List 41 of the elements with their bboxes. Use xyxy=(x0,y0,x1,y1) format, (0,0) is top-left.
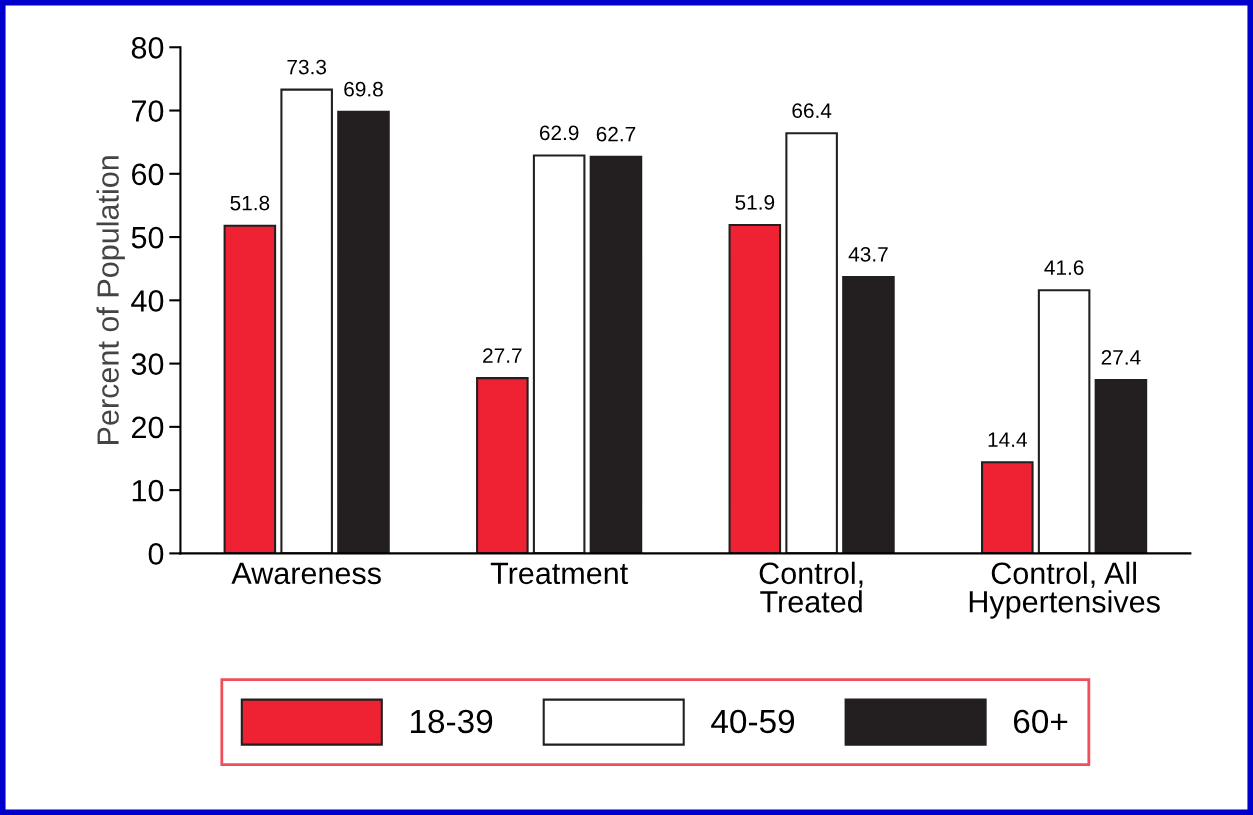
bar xyxy=(476,377,529,554)
bar xyxy=(280,88,333,554)
legend-label: 40-59 xyxy=(711,709,795,734)
data-label: 62.9 xyxy=(539,125,579,141)
bar xyxy=(1094,379,1148,554)
y-tick-label: 20 xyxy=(132,416,164,439)
y-tick-label: 30 xyxy=(131,353,164,375)
bar xyxy=(223,224,277,554)
data-label: 27.7 xyxy=(483,348,522,363)
y-tick-label: 50 xyxy=(131,226,164,249)
y-tick-label: 40 xyxy=(131,290,164,312)
y-tick-label: 10 xyxy=(132,479,164,502)
y-tick-label: 70 xyxy=(132,100,164,122)
data-label: 51.9 xyxy=(735,195,775,210)
data-label: 41.6 xyxy=(1044,260,1084,275)
data-label: 73.3 xyxy=(287,59,327,75)
bar xyxy=(842,275,895,554)
data-label: 51.8 xyxy=(230,195,270,211)
data-label: 69.8 xyxy=(344,81,383,97)
bar xyxy=(728,224,782,554)
data-label: 66.4 xyxy=(792,103,832,119)
y-tick-label: 0 xyxy=(148,543,164,565)
data-label: 27.4 xyxy=(1101,350,1141,365)
y-tick-label: 60 xyxy=(132,163,164,186)
bar xyxy=(981,461,1034,554)
data-label: 14.4 xyxy=(988,432,1027,447)
legend-label: 60+ xyxy=(1013,709,1068,734)
x-tick-label: Control, Treated xyxy=(759,561,863,613)
x-tick-label: Control, All Hypertensives xyxy=(969,561,1160,619)
x-tick-label: Awareness xyxy=(231,562,381,585)
data-label: 43.7 xyxy=(848,246,888,262)
bar xyxy=(337,110,390,554)
bar xyxy=(785,132,838,554)
bar xyxy=(589,155,643,554)
bar xyxy=(1037,289,1091,554)
y-axis-title: Percent of Population xyxy=(96,156,125,444)
bar xyxy=(532,154,586,554)
x-tick-label: Treatment xyxy=(490,562,628,585)
data-label: 62.7 xyxy=(596,126,636,142)
legend-label: 18-39 xyxy=(411,709,493,734)
y-tick-label: 80 xyxy=(131,37,164,59)
